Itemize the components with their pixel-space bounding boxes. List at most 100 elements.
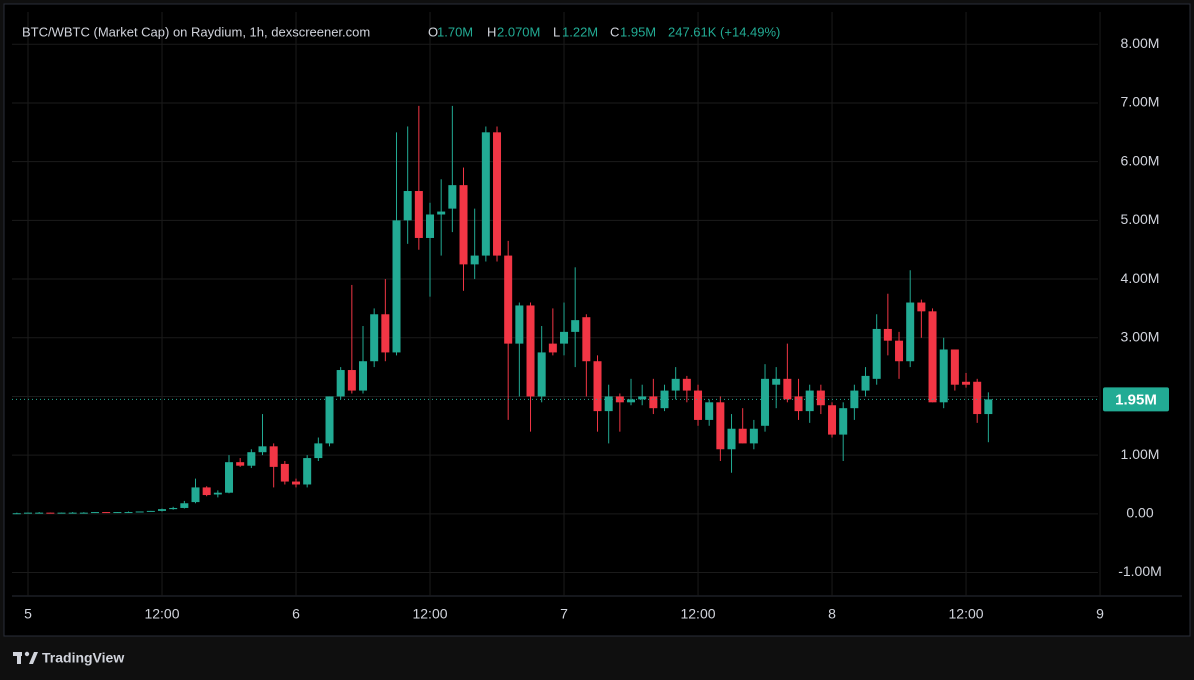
candle-body [448,185,457,209]
grid [12,12,1101,596]
x-tick-label: 9 [1096,606,1104,622]
y-tick-label: 3.00M [1121,328,1160,344]
candle-body [113,512,122,514]
candle-body [347,370,356,391]
candle-body [548,343,557,353]
legend-key: L [553,24,560,39]
candle-body [973,381,982,415]
y-tick-label: 0.00 [1126,505,1153,521]
candle-body [437,211,446,215]
chart-title: BTC/WBTC (Market Cap) on Raydium, 1h, de… [22,24,370,39]
candle-body [917,302,926,312]
candle-body [146,510,155,512]
candle-body [303,458,312,485]
candle-body [414,191,423,238]
y-tick-label: 5.00M [1121,211,1160,227]
y-tick-label: 7.00M [1121,94,1160,110]
candle-body [46,512,55,514]
candle-body [861,375,870,391]
candle-body [761,378,770,426]
candle-body [582,317,591,362]
candle-body [671,378,680,391]
legend-key: H [487,24,496,39]
candle-body [593,361,602,412]
legend-value: 1.95M [620,24,656,39]
candle-body [638,396,647,400]
candle-body [280,463,289,482]
candle-body [783,378,792,400]
candle-body [392,220,401,353]
candle-body [950,349,959,385]
candle-body [79,512,88,514]
brand-logo [13,651,38,664]
candles [12,105,1098,515]
legend-key: O [428,24,438,39]
candle-body [470,255,479,265]
candle-body [895,340,904,362]
candle-body [816,390,825,406]
y-tick-label: 8.00M [1121,35,1160,51]
y-tick-label: -1.00M [1118,563,1162,579]
candle-body [794,396,803,412]
y-tick-label: 4.00M [1121,270,1160,286]
x-tick-label: 5 [24,606,32,622]
candle-body [124,512,133,514]
candle-body [359,361,368,391]
candle-body [872,328,881,379]
candle-body [727,428,736,450]
y-tick-label: 6.00M [1121,152,1160,168]
candle-body [928,311,937,403]
candle-body [459,185,468,265]
candle-body [225,462,234,493]
candle-body [772,378,781,385]
candle-body [336,370,345,397]
candle-body [984,399,993,415]
candle-body [604,396,613,412]
x-tick-label: 8 [828,606,836,622]
candle-body [169,507,178,510]
candle-body [526,305,535,397]
candle-body [828,405,837,435]
candle-body [236,462,245,466]
candle-body [158,509,167,511]
candle-body [805,390,814,412]
x-tick-label: 12:00 [949,606,984,622]
candle-body [314,443,323,459]
candle-body [325,396,334,444]
candle-body [649,396,658,409]
candle-body [850,390,859,409]
candle-body [403,191,412,221]
candle-body [560,331,569,344]
legend-key: C [610,24,619,39]
candle-body [292,481,301,485]
candle-body [571,320,580,332]
candle-body [705,402,714,420]
brand: TradingView [42,650,124,666]
candle-body [749,428,758,444]
candle-body [515,305,524,344]
candle-body [202,487,211,496]
last-price-label: 1.95M [1115,391,1157,408]
candle-body [537,352,546,397]
change: 247.61K (+14.49%) [668,24,780,39]
candle-body [91,512,100,514]
candle-body [135,511,144,513]
x-tick-label: 12:00 [412,606,447,622]
legend-value: 1.22M [562,24,598,39]
candle-body [493,132,502,256]
candle-body [213,492,222,495]
candle-body [694,390,703,420]
candle-body [269,446,278,467]
chart-panel [3,3,1191,637]
candle-body [191,487,200,503]
candle-body [939,349,948,403]
x-tick-label: 12:00 [144,606,179,622]
candle-body [370,314,379,362]
last-price-box [1103,387,1169,412]
candle-body [682,378,691,391]
x-tick-label: 12:00 [680,606,715,622]
candle-body [247,452,256,466]
candle-body [839,408,848,435]
